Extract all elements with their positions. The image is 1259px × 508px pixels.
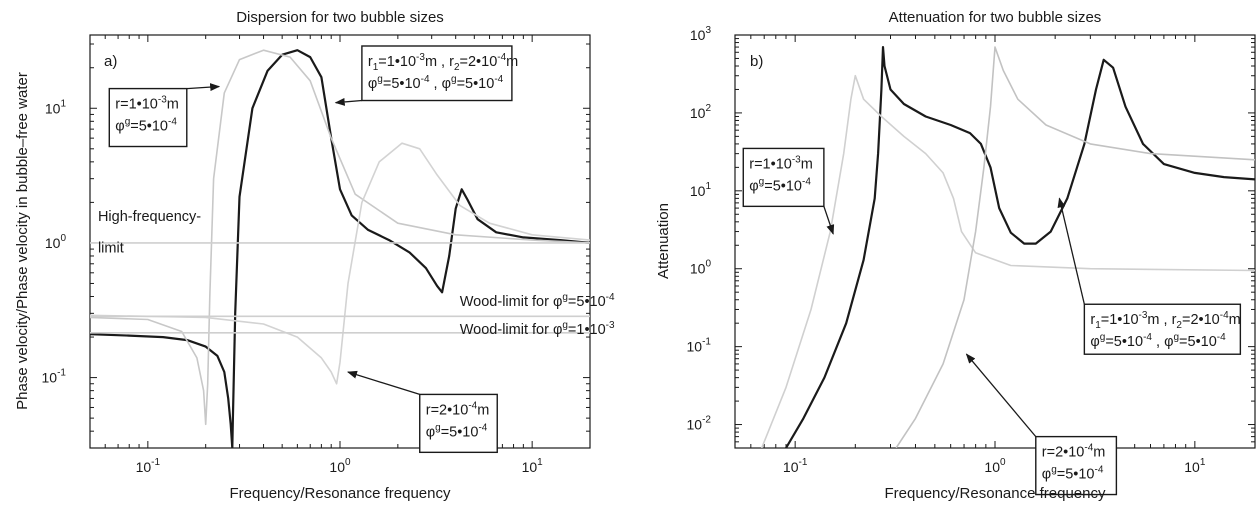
- panel-b-label: b): [750, 53, 763, 70]
- panel-b-y-tick-label: 103: [690, 25, 712, 43]
- panel-b-callout-box: r=1•10-3m φg=5•10-4: [742, 147, 835, 235]
- panel-b-callout-text: φg=5•10-4: [1042, 465, 1104, 483]
- panel-b-callout-arrow: [965, 353, 1037, 438]
- panel-b-callout-arrow: [1057, 197, 1085, 305]
- panel-a-callout-text: φg=5•10-4: [115, 117, 177, 135]
- panel-a-annotations: High-frequency-limit Wood-limit for φg=5•…: [98, 45, 615, 454]
- panel-a-callout-arrow: [334, 97, 362, 106]
- panel-a-series-line-1: [90, 49, 590, 448]
- panel-b-x-tick-label: 100: [984, 457, 1006, 475]
- panel-a-x-axis-label: Frequency/Resonance frequency: [230, 485, 451, 502]
- panel-b-series-line-3: [895, 46, 1255, 448]
- panel-b-series: [760, 45, 1255, 448]
- panel-b-y-axis-label: Attenuation: [655, 203, 672, 279]
- panel-b-y-tick-label: 100: [690, 259, 712, 277]
- panel-b-plot-frame: [734, 34, 1256, 449]
- panel-a-series-line-2: [90, 49, 590, 426]
- panel-b-y-tick-label: 10-2: [687, 415, 712, 433]
- panel-a-callout-text: φg=5•10-4: [426, 422, 488, 440]
- panel-a-callout-frame: [419, 393, 498, 454]
- panel-b: Attenuation for two bubble sizes 10-1 100…: [655, 9, 1256, 502]
- panel-b-callout-frame: [742, 147, 825, 208]
- panel-b-y-tick-label: 101: [690, 181, 712, 199]
- panel-b-series-line-2: [760, 74, 1255, 448]
- panel-b-x-tick-label: 101: [1184, 457, 1206, 475]
- panel-a-y-tick-label: 10-1: [42, 368, 67, 386]
- panel-b-callout-text: r=2•10-4m: [1042, 443, 1106, 461]
- panel-a-x-tick-label: 101: [522, 457, 544, 475]
- panel-b-callout-arrow: [823, 206, 835, 235]
- panel-a-annotation-text: High-frequency-: [98, 209, 201, 225]
- panel-a-callout-text: φg=5•10-4 , φg=5•10-4: [368, 74, 504, 92]
- panel-b-y-tick-label: 102: [690, 103, 712, 121]
- panel-a-ticks: 10-1 100 101 10-1 100 101: [42, 35, 591, 475]
- panel-b-callout-frame: [1083, 303, 1242, 355]
- panel-a-callout-arrow: [346, 370, 420, 396]
- panel-b-callout-frame: [1035, 435, 1118, 496]
- panel-a-annotation-text: Wood-limit for φg=5•10-4: [460, 292, 615, 310]
- panel-b-callout-text: r=1•10-3m: [749, 154, 813, 172]
- panel-a-callout-text: r=1•10-3m: [115, 95, 179, 113]
- panel-a-label: a): [104, 53, 117, 70]
- panel-b-annotations: r=1•10-3m φg=5•10-4 r1=1•10-3m , r2=2•10-4…: [742, 147, 1242, 496]
- panel-a-callout-text: r1=1•10-3m , r2=2•10-4m: [368, 52, 518, 73]
- panel-b-y-tick-label: 10-1: [687, 337, 712, 355]
- panel-a-callout-box: r=1•10-3m φg=5•10-4: [108, 83, 221, 148]
- panel-a-callout-text: r=2•10-4m: [426, 400, 490, 418]
- panel-b-series-line-1: [785, 45, 1255, 448]
- panel-a: Dispersion for two bubble sizes 10-1 100 1…: [14, 9, 615, 502]
- panel-a-annotation-text: limit: [98, 240, 124, 256]
- panel-a-callout-frame: [108, 87, 188, 148]
- panel-b-callout-box: r=2•10-4m φg=5•10-4: [965, 353, 1118, 496]
- panel-a-y-tick-label: 100: [45, 233, 67, 251]
- panel-b-ticks: 10-1 100 101 10-2 10-1 100 101 102 103: [687, 25, 1256, 475]
- panel-b-callout-text: r1=1•10-3m , r2=2•10-4m: [1090, 310, 1240, 331]
- panel-b-callout-text: φg=5•10-4 , φg=5•10-4: [1090, 332, 1226, 350]
- panel-a-callout-box: r=2•10-4m φg=5•10-4: [346, 370, 498, 454]
- panel-a-series-line-3: [90, 142, 590, 385]
- panel-b-x-axis-label: Frequency/Resonance frequency: [885, 485, 1106, 502]
- panel-b-callout-text: φg=5•10-4: [749, 176, 811, 194]
- panel-a-title: Dispersion for two bubble sizes: [236, 9, 444, 26]
- panel-a-series: [90, 49, 590, 448]
- panel-a-y-tick-label: 101: [45, 98, 67, 116]
- panel-b-x-tick-label: 10-1: [783, 457, 808, 475]
- panel-a-x-tick-label: 100: [329, 457, 351, 475]
- panel-b-title: Attenuation for two bubble sizes: [889, 9, 1102, 26]
- panel-a-callout-arrow: [186, 83, 221, 92]
- panel-a-x-tick-label: 10-1: [136, 457, 161, 475]
- panel-a-y-axis-label: Phase velocity/Phase velocity in bubble–…: [14, 72, 31, 410]
- panel-a-callout-frame: [361, 45, 513, 102]
- panel-a-annotation-text: Wood-limit for φg=1•10-3: [460, 320, 615, 338]
